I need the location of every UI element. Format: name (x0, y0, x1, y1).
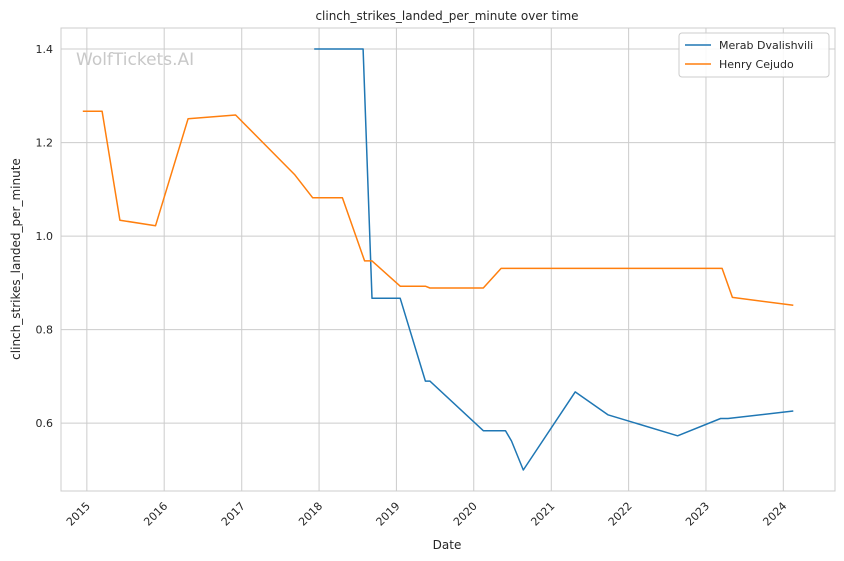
series-line-0 (314, 48, 794, 471)
series-line-1 (82, 110, 794, 307)
legend: Merab Dvalishvili Henry Cejudo (678, 32, 830, 78)
legend-box (678, 32, 830, 78)
grid (61, 28, 835, 491)
legend-label: Merab Dvalishvili (719, 39, 813, 52)
watermark: WolfTickets.AI (76, 50, 194, 70)
y-axis-label: clinch_strikes_landed_per_minute (9, 158, 23, 360)
chart-title: clinch_strikes_landed_per_minute over ti… (315, 9, 578, 23)
plot-frame (60, 27, 836, 492)
series-lines (82, 48, 794, 471)
y-tick-label: 0.8 (36, 324, 54, 337)
y-tick-label: 1.0 (36, 230, 54, 243)
y-tick-label: 1.2 (36, 137, 54, 150)
legend-label: Henry Cejudo (719, 58, 794, 71)
y-tick-label: 0.6 (36, 417, 54, 430)
y-tick-labels: 0.6 0.8 1.0 1.2 1.4 (36, 43, 54, 430)
y-tick-label: 1.4 (36, 43, 54, 56)
x-axis-label: Date (433, 538, 462, 552)
